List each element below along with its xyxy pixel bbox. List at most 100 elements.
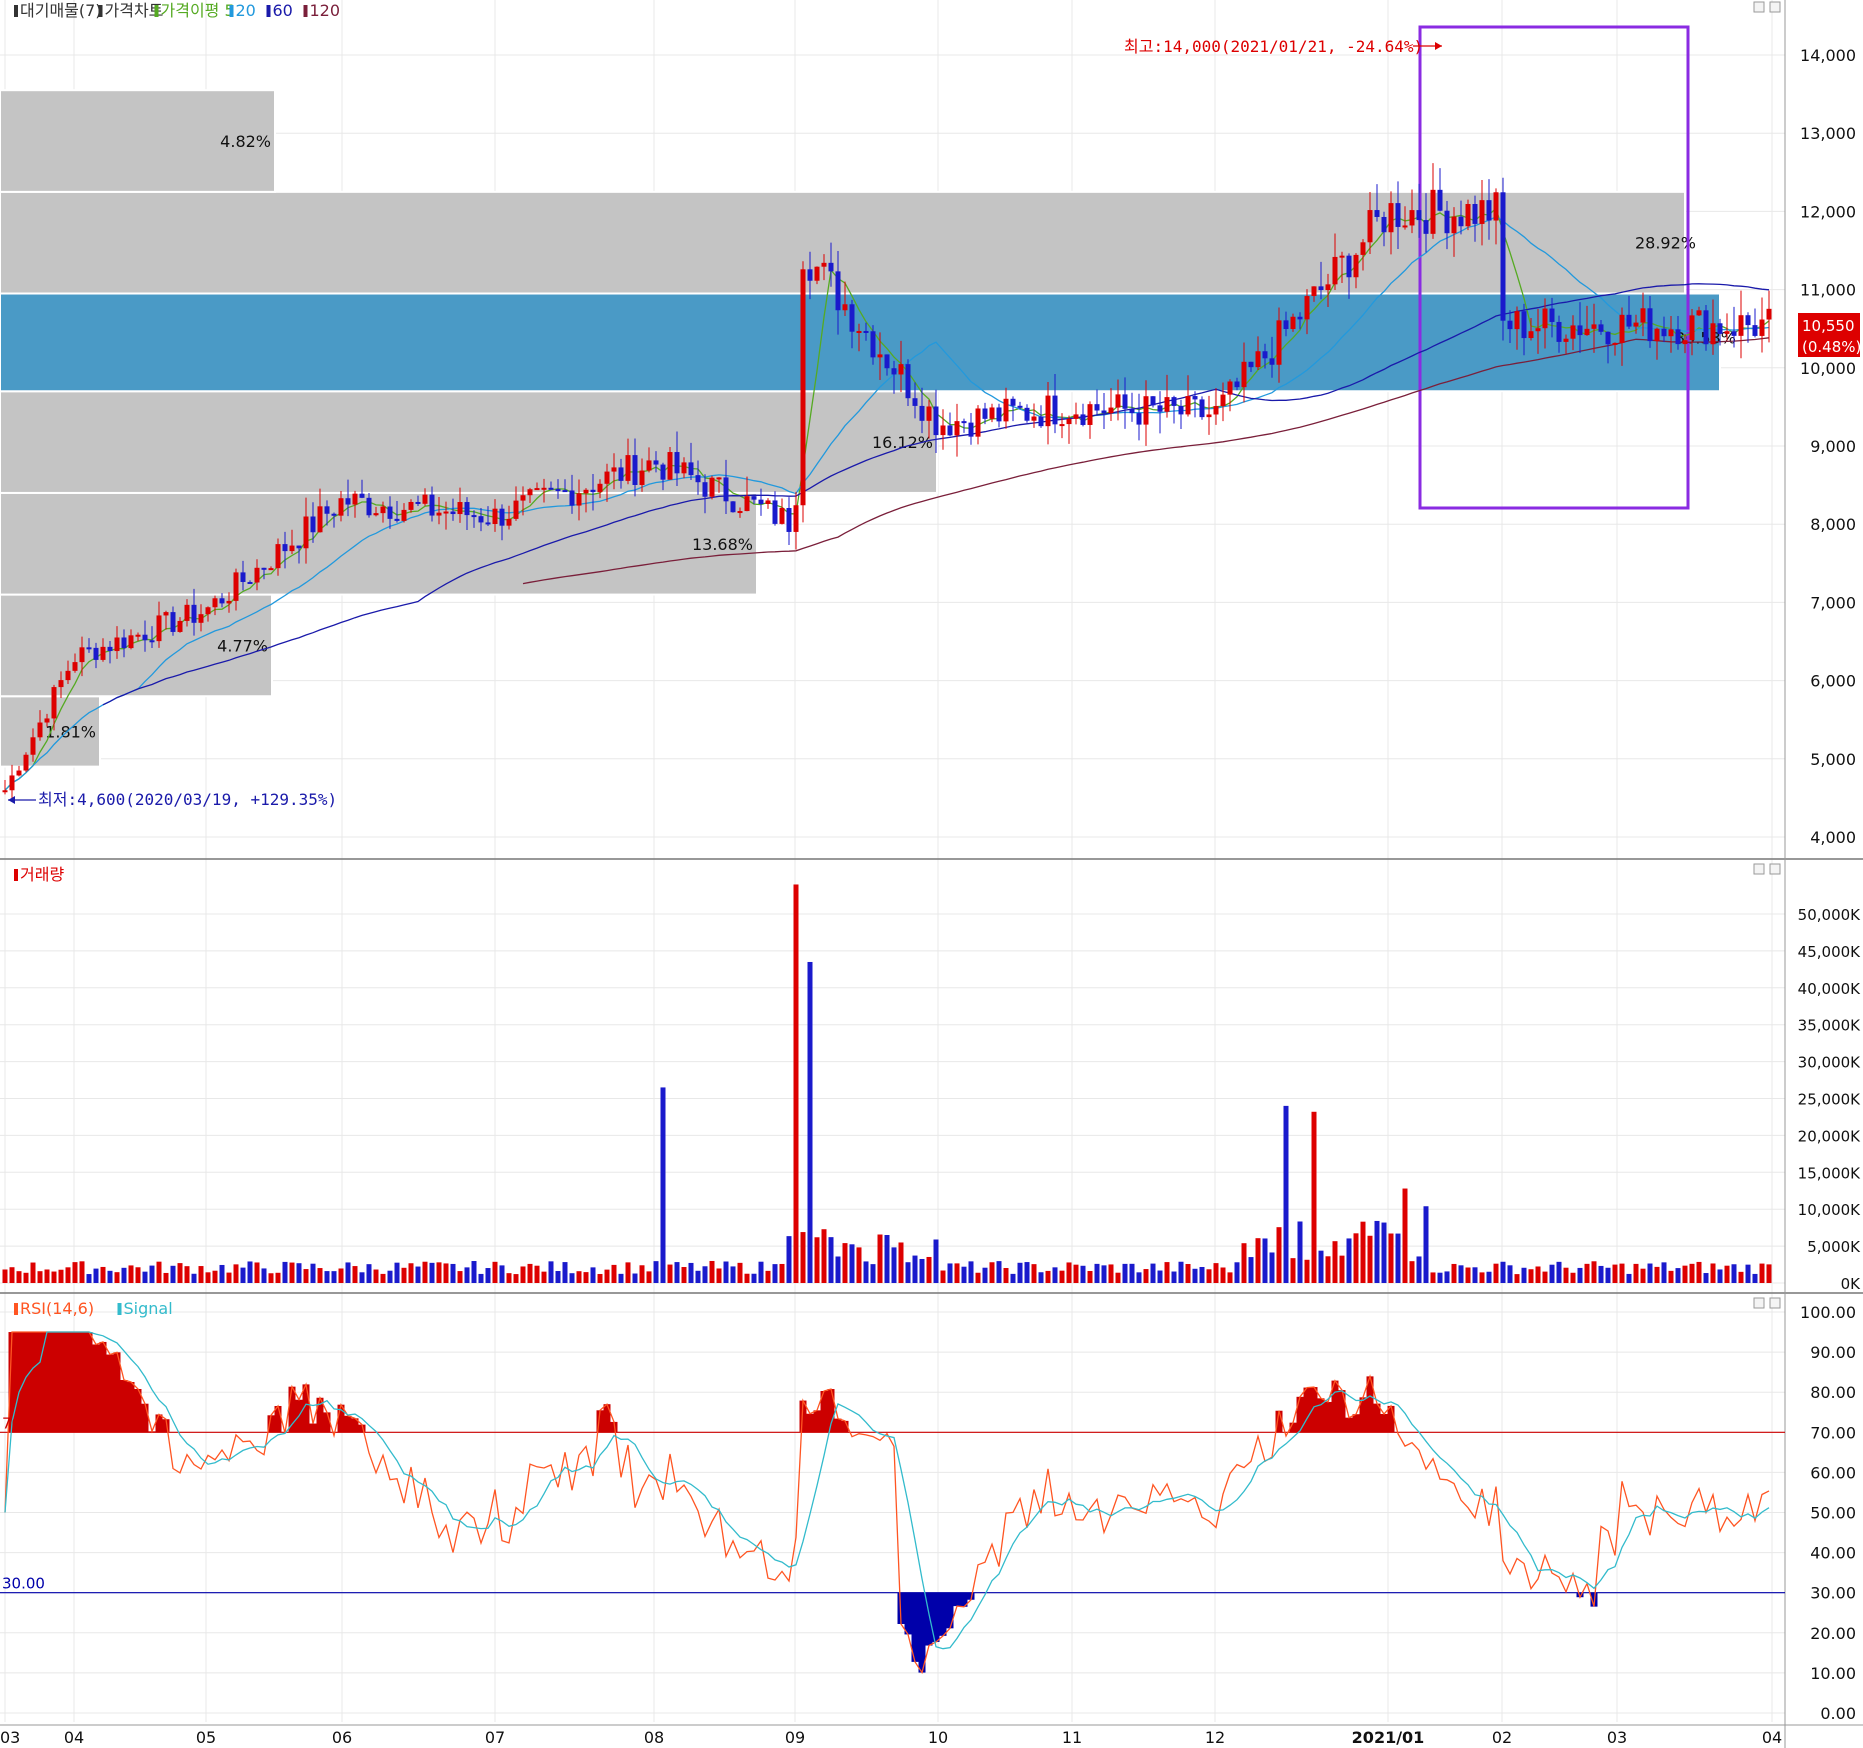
candle-body xyxy=(793,505,799,532)
volume-bar xyxy=(1500,1261,1506,1283)
volume-bar xyxy=(772,1264,778,1283)
candle-body xyxy=(1332,256,1338,285)
candle-body xyxy=(1402,225,1408,228)
volume-bar xyxy=(275,1272,281,1283)
volume-bar xyxy=(961,1266,967,1283)
candle-body xyxy=(1731,331,1737,336)
rsi-line xyxy=(4,1331,1770,1675)
candle-body xyxy=(23,754,29,771)
legend-label: 20 xyxy=(236,1,256,20)
volume-bar xyxy=(485,1268,491,1283)
volume-bar xyxy=(317,1268,323,1283)
volume-bar xyxy=(1171,1271,1177,1283)
candle-body xyxy=(1360,242,1366,255)
volume-bar xyxy=(1710,1263,1716,1283)
candle-body xyxy=(1479,200,1485,224)
y-tick-label: 10,000 xyxy=(1800,359,1856,378)
legend-swatch xyxy=(266,5,271,17)
candle-body xyxy=(751,496,757,500)
volume-bar xyxy=(1626,1273,1632,1283)
volume-panel-controls[interactable] xyxy=(1753,863,1781,875)
candle-body xyxy=(562,490,568,493)
volume-bar xyxy=(1367,1235,1373,1283)
candle-body xyxy=(772,500,778,524)
candle-body xyxy=(142,634,148,641)
volume-bar xyxy=(814,1237,820,1283)
volume-bar xyxy=(569,1273,575,1283)
minimize-icon[interactable] xyxy=(1753,863,1765,875)
candle-body xyxy=(1108,407,1114,414)
candle-body xyxy=(590,489,596,493)
legend-swatch xyxy=(154,5,159,17)
volume-bar xyxy=(597,1273,603,1283)
volume-bar xyxy=(422,1261,428,1283)
volume-bar xyxy=(1430,1272,1436,1283)
minimize-icon[interactable] xyxy=(1753,1,1765,13)
candle-body xyxy=(1759,319,1765,336)
close-icon[interactable] xyxy=(1769,863,1781,875)
candle-body xyxy=(1220,394,1226,407)
candle-body xyxy=(611,467,617,472)
candle-body xyxy=(1381,216,1387,233)
rsi-overbought-fill xyxy=(15,1332,23,1433)
volume-bar xyxy=(450,1263,456,1283)
candle-body xyxy=(1556,321,1562,342)
legend-label: 60 xyxy=(273,1,293,20)
candle-body xyxy=(1192,396,1198,400)
rsi-overbought-fill xyxy=(8,1332,16,1433)
volume-bar xyxy=(1619,1263,1625,1283)
rsi-overbought-fill xyxy=(1331,1380,1339,1433)
candle-body xyxy=(1605,331,1611,345)
candle-body xyxy=(1430,189,1436,234)
volume-bar xyxy=(170,1265,176,1283)
candle-body xyxy=(1178,405,1184,415)
price-panel-controls[interactable] xyxy=(1753,1,1781,13)
volume-bar xyxy=(1388,1233,1394,1283)
volume-bar xyxy=(1612,1264,1618,1283)
volume-profile-label: 1.81% xyxy=(45,722,96,741)
candle-body xyxy=(1409,210,1415,226)
volume-bar xyxy=(408,1263,414,1283)
volume-bar xyxy=(1360,1221,1366,1283)
low-annotation: 최저:4,600(2020/03/19, +129.35%) xyxy=(38,790,337,809)
volume-bar xyxy=(226,1272,232,1283)
volume-bar xyxy=(1150,1263,1156,1283)
volume-bar xyxy=(695,1270,701,1283)
candle-body xyxy=(1668,329,1674,337)
volume-bar xyxy=(1339,1255,1345,1283)
high-arrow-head xyxy=(1435,42,1442,50)
minimize-icon[interactable] xyxy=(1753,1297,1765,1309)
y-tick-label: 70.00 xyxy=(1810,1423,1856,1442)
rsi-overbought-label: 70.00 xyxy=(2,1414,45,1432)
candle-body xyxy=(1437,189,1443,211)
volume-bar xyxy=(30,1262,36,1283)
close-icon[interactable] xyxy=(1769,1297,1781,1309)
candle-body xyxy=(1346,255,1352,278)
volume-bar xyxy=(716,1268,722,1283)
candle-body xyxy=(219,598,225,604)
volume-profile-bar xyxy=(0,292,1721,393)
close-icon[interactable] xyxy=(1769,1,1781,13)
candle-body xyxy=(345,498,351,505)
rsi-panel-controls[interactable] xyxy=(1753,1297,1781,1309)
candle-body xyxy=(597,483,603,493)
rsi-overbought-fill xyxy=(36,1332,44,1433)
candle-body xyxy=(870,331,876,358)
volume-bar xyxy=(1402,1188,1408,1283)
volume-bar xyxy=(779,1263,785,1283)
volume-bar xyxy=(107,1270,113,1283)
candle-body xyxy=(1696,310,1702,316)
candle-body xyxy=(212,598,218,608)
candle-body xyxy=(184,604,190,621)
candle-body xyxy=(709,477,715,497)
volume-bar xyxy=(681,1267,687,1283)
volume-bar xyxy=(933,1239,939,1283)
volume-bar xyxy=(744,1273,750,1283)
volume-bar xyxy=(702,1266,708,1283)
volume-bar xyxy=(142,1271,148,1283)
volume-bar xyxy=(555,1271,561,1283)
y-tick-label: 60.00 xyxy=(1810,1463,1856,1482)
y-tick-label: 30,000K xyxy=(1798,1054,1861,1072)
volume-bar xyxy=(1003,1268,1009,1283)
candle-body xyxy=(905,364,911,399)
